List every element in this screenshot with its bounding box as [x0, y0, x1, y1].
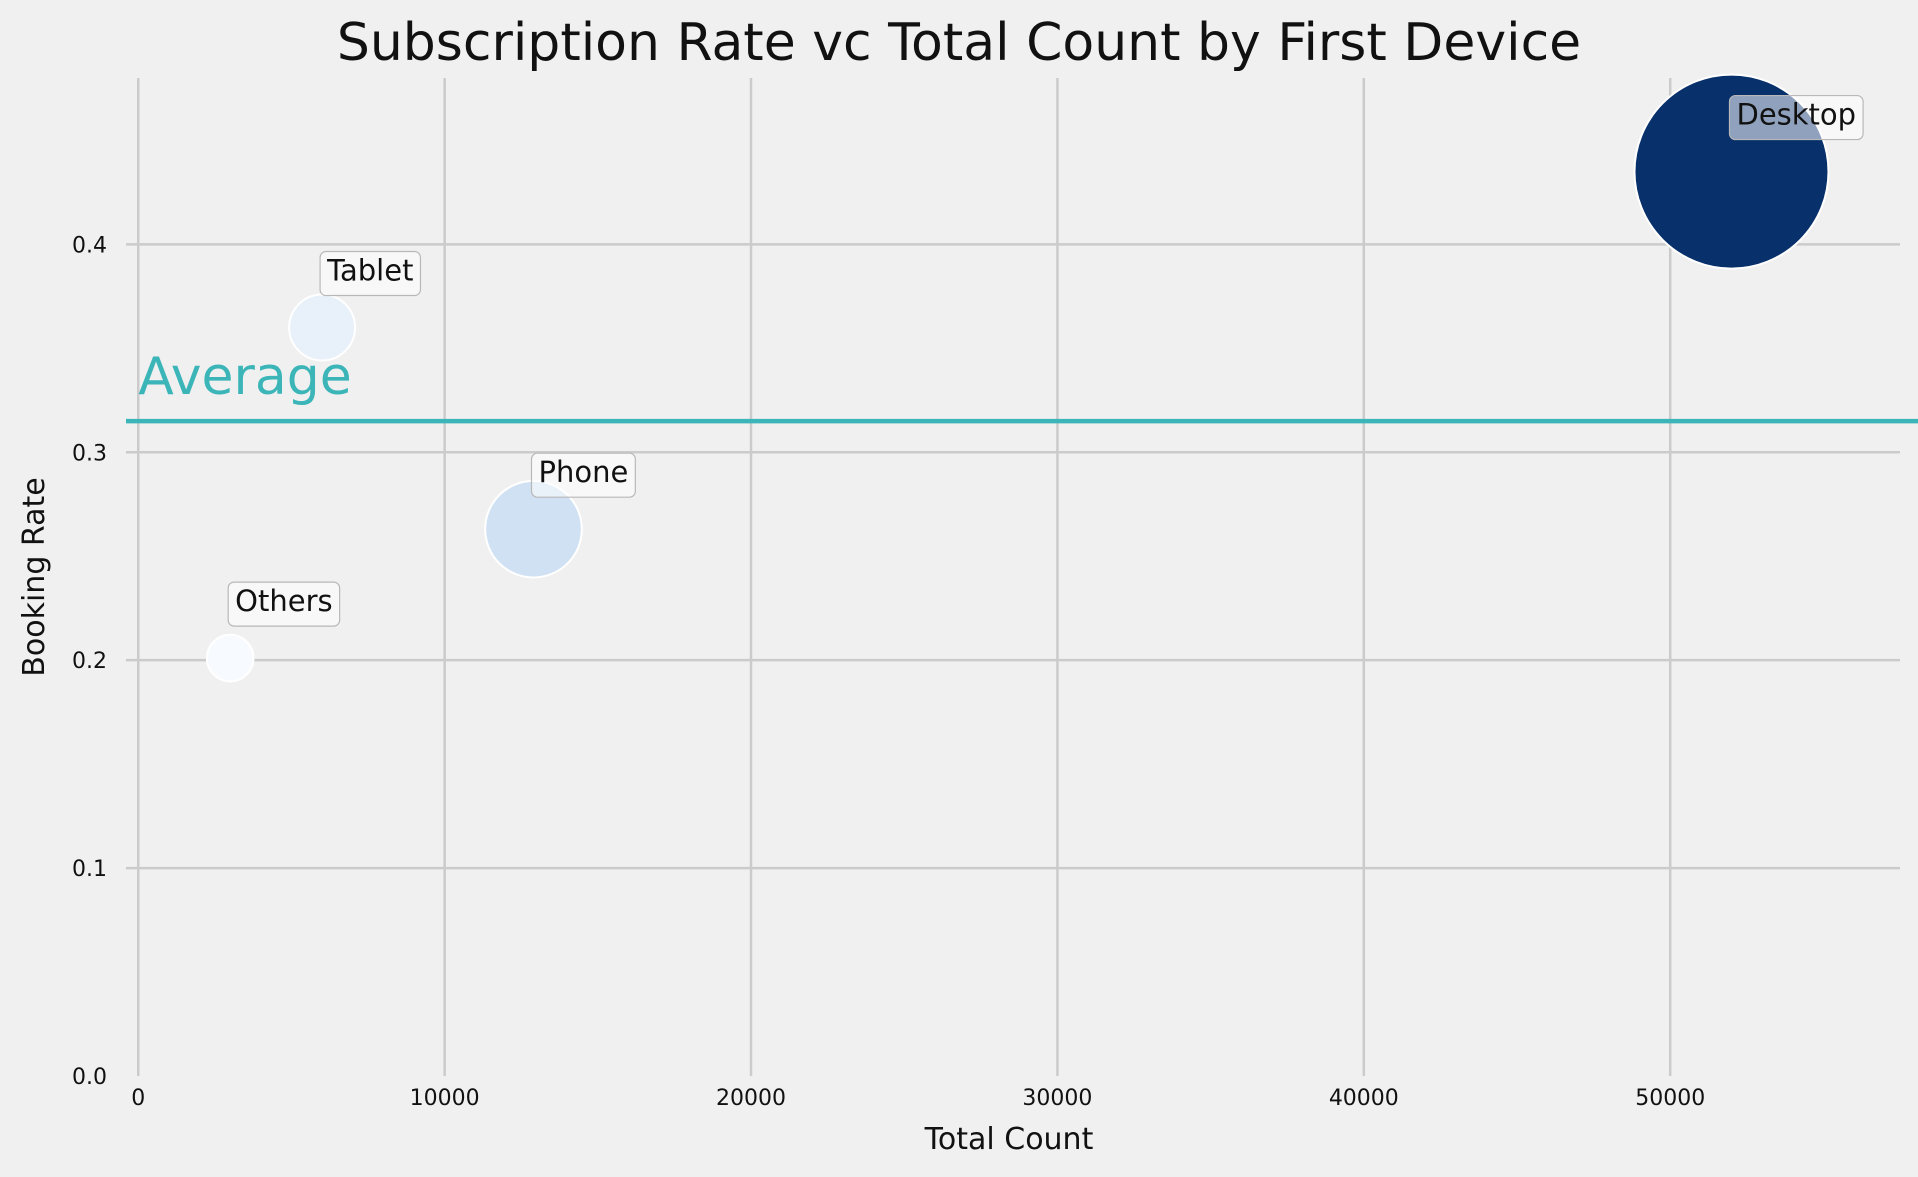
y-tick-label: 0.0 [72, 1065, 107, 1090]
bubble-label-box [530, 452, 636, 498]
x-tick-label: 0 [131, 1086, 145, 1111]
y-tick-label: 0.2 [72, 649, 107, 674]
chart-title: Subscription Rate vc Total Count by Firs… [337, 13, 1581, 73]
bubble-label-box [319, 250, 422, 297]
bubble-label-box [227, 581, 341, 627]
x-tick-label: 40000 [1329, 1086, 1399, 1111]
bubble-others [205, 633, 255, 683]
bubble-tablet [288, 293, 357, 362]
grid [126, 78, 1900, 1076]
x-axis-title: Total Count [924, 1122, 1094, 1157]
bubble-label-box [1728, 94, 1864, 141]
bubble-label-phone: Phone [538, 455, 628, 489]
tick-labels: 0 10000 20000 30000 40000 50000 0.0 0.1 0.2 0.3 0.… [72, 233, 1705, 1111]
bubble-labels: Desktop Tablet Phone Others [227, 94, 1864, 627]
y-tick-label: 0.1 [72, 857, 107, 882]
x-tick-label: 30000 [1022, 1086, 1092, 1111]
x-tick-label: 50000 [1635, 1086, 1705, 1111]
bubble-label-tablet: Tablet [326, 254, 413, 288]
y-axis-title: Booking Rate [17, 477, 52, 676]
y-tick-label: 0.3 [72, 441, 107, 466]
bubble-label-others: Others [235, 584, 332, 618]
x-tick-label: 10000 [410, 1086, 480, 1111]
y-tick-label: 0.4 [72, 233, 107, 258]
bubble-label-desktop: Desktop [1736, 98, 1856, 132]
x-tick-label: 20000 [716, 1086, 786, 1111]
